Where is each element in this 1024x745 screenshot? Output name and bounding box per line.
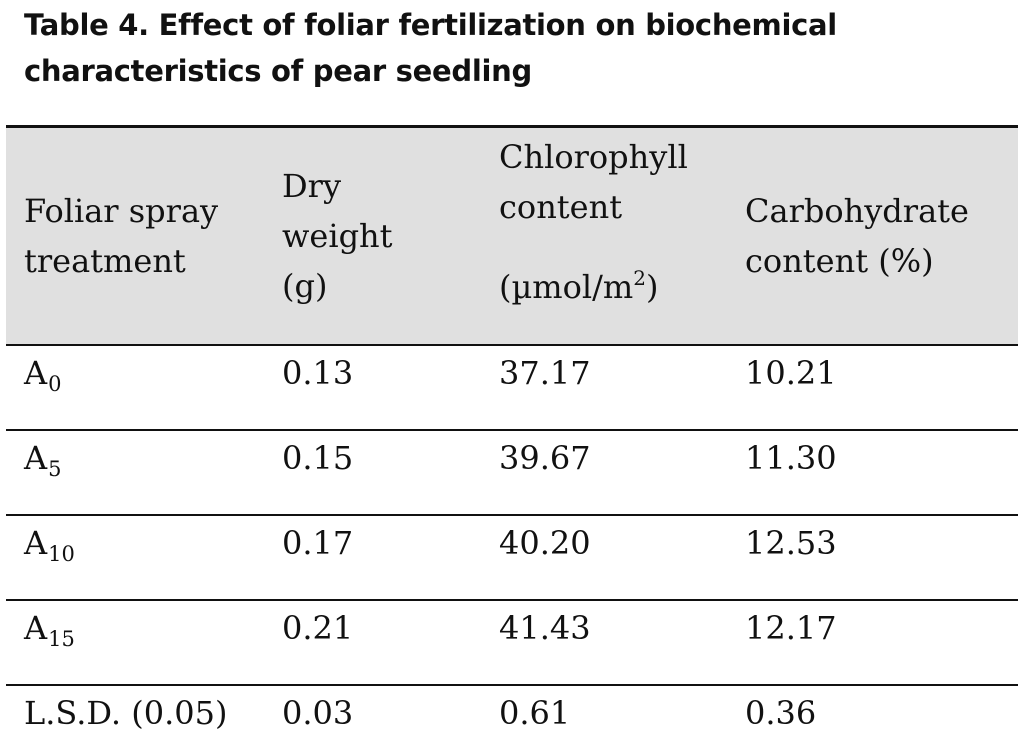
treatment-subscript: 0 xyxy=(48,371,62,396)
table-row: A15 0.21 41.43 12.17 xyxy=(6,600,1018,685)
header-chlorophyll: Chlorophyll content (µmol/m2) xyxy=(481,127,727,345)
table-row: L.S.D. (0.05) 0.03 0.61 0.36 xyxy=(6,685,1018,745)
header-treatment-line-2: treatment xyxy=(24,241,186,280)
treatment-label: L.S.D. (0.05) xyxy=(24,693,228,732)
cell-treatment: A0 xyxy=(6,345,264,430)
cell-dry-weight: 0.17 xyxy=(282,523,354,562)
treatment-subscript: 5 xyxy=(48,456,62,481)
cell-dry-weight: 0.15 xyxy=(282,438,354,477)
cell-carbohydrate: 11.30 xyxy=(745,438,837,477)
unit-prefix: (µmol/m xyxy=(499,268,634,306)
header-treatment: Foliar spray treatment xyxy=(6,127,264,345)
cell-carbohydrate: 12.17 xyxy=(745,608,837,647)
table-row: A5 0.15 39.67 11.30 xyxy=(6,430,1018,515)
cell-treatment: A5 xyxy=(6,430,264,515)
treatment-subscript: 10 xyxy=(48,541,75,566)
cell-dry-weight: 0.13 xyxy=(282,353,354,392)
header-chlorophyll-line-2: content xyxy=(499,188,623,226)
cell-treatment: A15 xyxy=(6,600,264,685)
header-dry-weight: Dry weight (g) xyxy=(264,127,481,345)
treatment-label: A xyxy=(24,438,48,477)
cell-chlorophyll: 40.20 xyxy=(499,523,591,562)
header-chlorophyll-line-1: Chlorophyll xyxy=(499,138,688,176)
cell-carbohydrate: 10.21 xyxy=(745,353,837,392)
header-dry-weight-line-2: weight xyxy=(282,216,393,255)
table-row: A0 0.13 37.17 10.21 xyxy=(6,345,1018,430)
table-caption: Table 4. Effect of foliar fertilization … xyxy=(24,2,1004,94)
cell-chlorophyll: 39.67 xyxy=(499,438,591,477)
cell-dry-weight: 0.03 xyxy=(282,693,354,732)
treatment-label: A xyxy=(24,353,48,392)
header-carbohydrate: Carbohydrate content (%) xyxy=(727,127,1018,345)
header-carbohydrate-line-2: content (%) xyxy=(745,241,934,280)
table-caption-line-2: characteristics of pear seedling xyxy=(24,54,532,88)
treatment-subscript: 15 xyxy=(48,626,75,651)
cell-dry-weight: 0.21 xyxy=(282,608,354,647)
unit-superscript: 2 xyxy=(633,266,646,290)
unit-suffix: ) xyxy=(645,268,659,306)
treatment-label: A xyxy=(24,608,48,647)
cell-treatment: L.S.D. (0.05) xyxy=(6,685,264,745)
table-header: Foliar spray treatment Dry weight (g) Ch… xyxy=(6,126,1018,345)
header-chlorophyll-unit: (µmol/m2) xyxy=(499,262,727,316)
table-row: A10 0.17 40.20 12.53 xyxy=(6,515,1018,600)
cell-treatment: A10 xyxy=(6,515,264,600)
cell-chlorophyll: 0.61 xyxy=(499,693,571,732)
header-dry-weight-line-3: (g) xyxy=(282,266,328,305)
results-table: Foliar spray treatment Dry weight (g) Ch… xyxy=(6,125,1018,745)
header-treatment-line-1: Foliar spray xyxy=(24,191,219,230)
cell-chlorophyll: 37.17 xyxy=(499,353,591,392)
cell-carbohydrate: 12.53 xyxy=(745,523,837,562)
cell-carbohydrate: 0.36 xyxy=(745,693,817,732)
table-caption-line-1: Table 4. Effect of foliar fertilization … xyxy=(24,8,837,42)
header-carbohydrate-line-1: Carbohydrate xyxy=(745,191,969,230)
treatment-label: A xyxy=(24,523,48,562)
header-dry-weight-line-1: Dry xyxy=(282,166,342,205)
cell-chlorophyll: 41.43 xyxy=(499,608,591,647)
table-body: A0 0.13 37.17 10.21 A5 0.15 39.67 11.30 … xyxy=(6,345,1018,745)
header-row: Foliar spray treatment Dry weight (g) Ch… xyxy=(6,126,1018,345)
